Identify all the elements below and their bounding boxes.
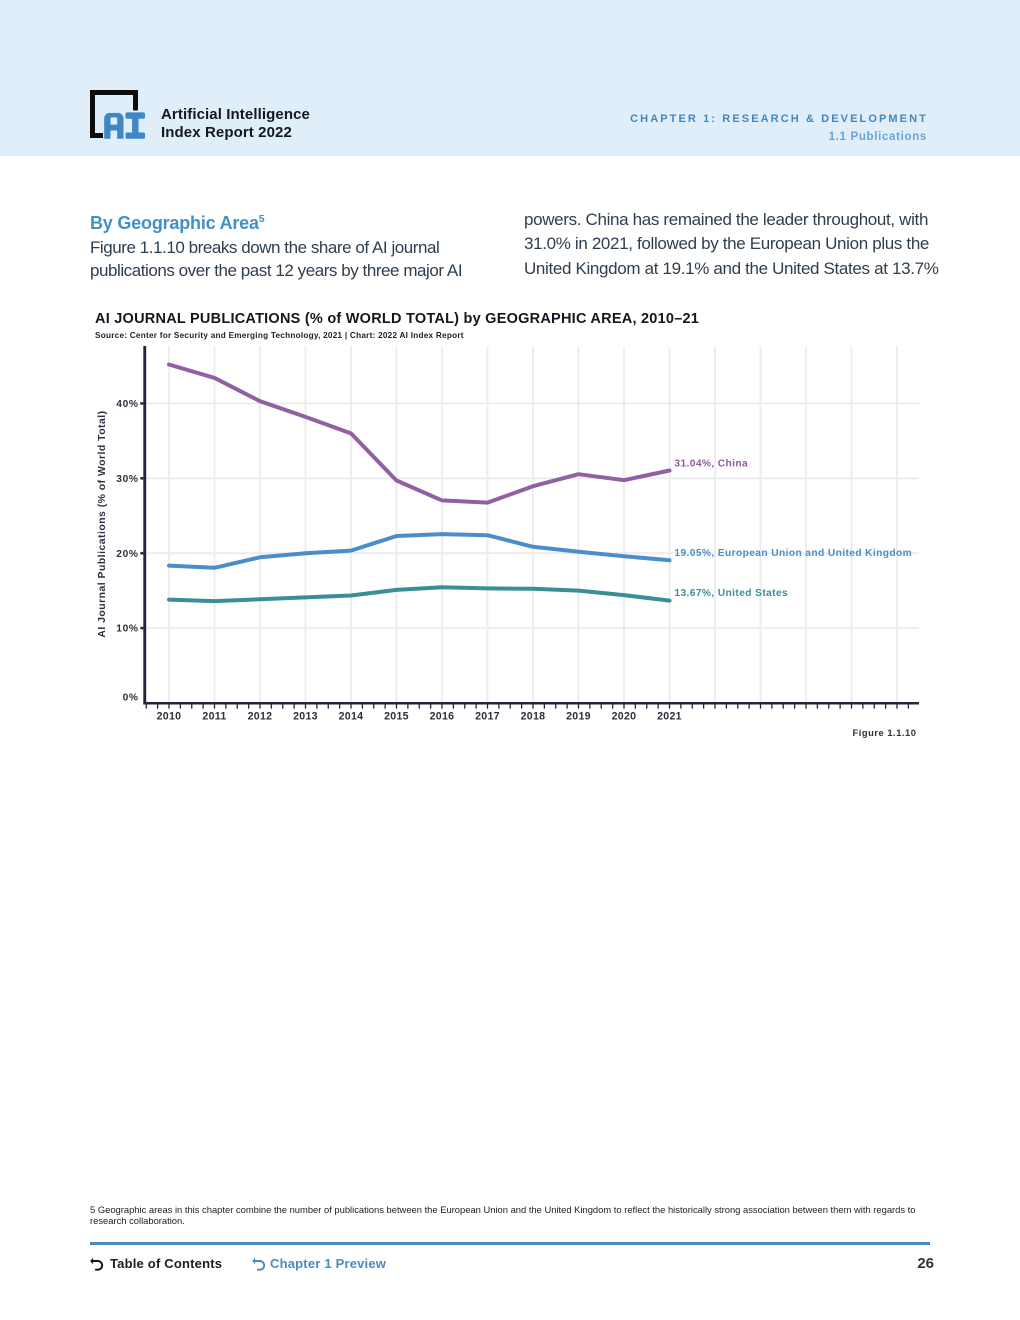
svg-text:2012: 2012 <box>248 711 273 723</box>
svg-text:2018: 2018 <box>521 711 546 723</box>
svg-text:2019: 2019 <box>566 711 591 723</box>
svg-text:2010: 2010 <box>157 711 182 723</box>
svg-text:13.67%, United States: 13.67%, United States <box>674 588 788 599</box>
svg-text:2013: 2013 <box>293 711 318 723</box>
svg-text:2015: 2015 <box>384 711 409 723</box>
svg-text:31.04%, China: 31.04%, China <box>674 459 748 470</box>
svg-text:0%: 0% <box>123 693 139 704</box>
svg-text:2011: 2011 <box>202 711 226 723</box>
svg-text:2020: 2020 <box>612 711 637 723</box>
svg-text:2016: 2016 <box>430 711 455 723</box>
svg-text:AI Journal Publications (% of: AI Journal Publications (% of World Tota… <box>97 410 108 637</box>
svg-text:2014: 2014 <box>339 711 364 723</box>
svg-text:40%: 40% <box>116 399 138 410</box>
svg-text:19.05%, European Union and Uni: 19.05%, European Union and United Kingdo… <box>674 548 912 559</box>
svg-text:2017: 2017 <box>475 711 500 723</box>
svg-text:2021: 2021 <box>657 711 682 723</box>
svg-text:30%: 30% <box>116 474 138 485</box>
svg-text:10%: 10% <box>116 624 138 635</box>
svg-text:20%: 20% <box>116 549 138 560</box>
